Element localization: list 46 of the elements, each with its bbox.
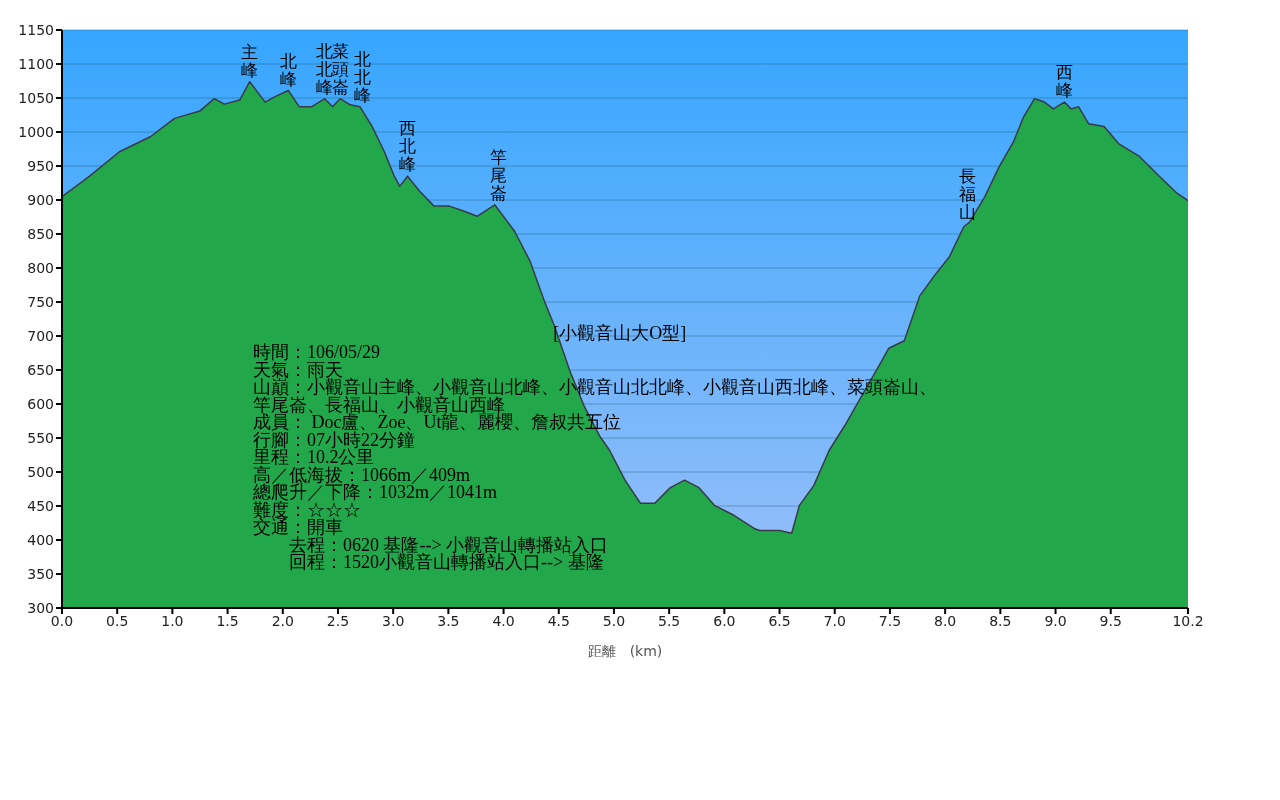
x-tick-label: 6.0 bbox=[713, 612, 736, 629]
y-tick-label: 1050 bbox=[18, 89, 54, 106]
annotation: 北北峰 bbox=[353, 48, 371, 105]
x-tick-label: 0.5 bbox=[106, 612, 129, 629]
x-tick-label: 3.5 bbox=[437, 612, 460, 629]
x-tick-label: 7.0 bbox=[823, 612, 846, 629]
x-tick-label: 2.0 bbox=[271, 612, 294, 629]
x-tick-label: 7.5 bbox=[878, 612, 902, 629]
annotation: 長福山 bbox=[958, 165, 976, 222]
annotation: 北峰 bbox=[279, 50, 297, 89]
x-axis-title: 距離 (km) bbox=[587, 643, 663, 659]
y-tick-label: 350 bbox=[27, 565, 54, 582]
x-tick-label: 5.5 bbox=[658, 612, 681, 629]
x-tick-label: 9.5 bbox=[1099, 612, 1122, 629]
x-tick-label: 9.0 bbox=[1044, 612, 1067, 629]
y-tick-label: 1000 bbox=[18, 123, 54, 140]
y-tick-label: 850 bbox=[27, 225, 54, 242]
y-tick-label: 1150 bbox=[18, 21, 54, 38]
y-tick-label: 1100 bbox=[18, 55, 54, 72]
x-tick-label: 1.5 bbox=[216, 612, 239, 629]
x-tick-label: 8.5 bbox=[989, 612, 1012, 629]
x-tick-label: 6.5 bbox=[768, 612, 791, 629]
y-tick-label: 900 bbox=[27, 191, 54, 208]
x-tick-label: 2.5 bbox=[326, 612, 350, 629]
y-tick-label: 800 bbox=[27, 259, 54, 276]
annotation: 西峰 bbox=[1055, 62, 1073, 101]
x-tick-label: 4.0 bbox=[492, 612, 515, 629]
y-tick-label: 700 bbox=[27, 327, 54, 344]
y-tick-label: 400 bbox=[27, 531, 54, 548]
annotation: 竿尾崙 bbox=[489, 146, 507, 203]
x-tick-label: 3.0 bbox=[382, 612, 405, 629]
x-tick-label: 10.2 bbox=[1172, 612, 1204, 629]
y-tick-label: 750 bbox=[27, 293, 54, 310]
x-tick-label: 5.0 bbox=[602, 612, 626, 629]
annotation: 西北峰 bbox=[399, 118, 417, 175]
x-tick-label: 1.0 bbox=[161, 612, 184, 629]
annotation: 菜頭崙 bbox=[331, 40, 349, 97]
y-tick-label: 950 bbox=[27, 157, 54, 174]
x-tick-label: 8.0 bbox=[934, 612, 957, 629]
y-tick-label: 650 bbox=[27, 361, 54, 378]
y-tick-label: 500 bbox=[27, 463, 54, 480]
x-tick-label: 4.5 bbox=[547, 612, 570, 629]
y-tick-label: 550 bbox=[27, 429, 54, 446]
y-tick-label: 450 bbox=[27, 497, 54, 514]
annotation: 主峰 bbox=[241, 41, 259, 80]
y-tick-label: 600 bbox=[27, 395, 54, 412]
